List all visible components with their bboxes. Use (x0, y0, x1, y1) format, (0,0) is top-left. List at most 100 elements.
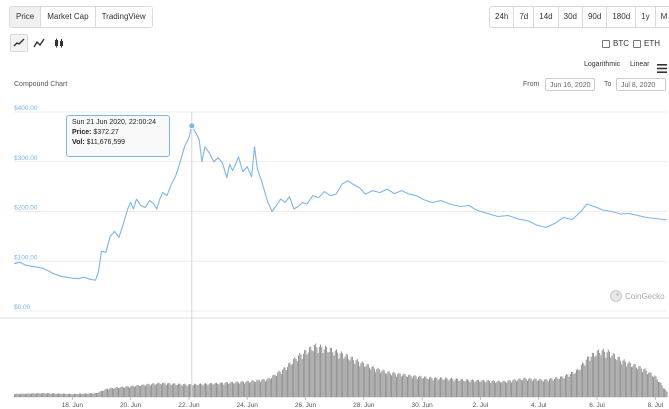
volume-bar (170, 385, 172, 397)
volume-bar (535, 378, 537, 397)
x-tick-label: 20. Jun (120, 402, 142, 409)
volume-bar (631, 366, 632, 397)
volume-bar (588, 356, 590, 397)
area-chart-button[interactable] (30, 34, 48, 52)
volume-bar (410, 376, 412, 397)
volume-bar (571, 371, 572, 397)
volume-bar (404, 374, 406, 397)
range-90d[interactable]: 90d (583, 7, 608, 27)
range-7d[interactable]: 7d (514, 7, 535, 27)
tab-price[interactable]: Price (10, 7, 42, 27)
volume-bar (626, 366, 628, 397)
volume-bar (45, 393, 47, 397)
volume-bar (367, 364, 369, 397)
x-tick-label: 24. Jun (237, 402, 259, 409)
volume-bar (124, 387, 126, 397)
volume-bar (130, 386, 132, 397)
volume-bar (449, 378, 451, 397)
volume-bar (392, 372, 394, 397)
volume-bar (402, 375, 404, 397)
logarithmic-scale-button[interactable]: Logarithmic (584, 61, 621, 68)
volume-bar (594, 356, 596, 397)
volume-bar (560, 376, 561, 397)
volume-bar (241, 381, 243, 397)
volume-bar (612, 352, 614, 397)
candlestick-icon (55, 38, 63, 48)
volume-bar (216, 382, 217, 397)
volume-bar (304, 349, 306, 397)
volume-bar (651, 376, 653, 397)
volume-bar (225, 381, 227, 397)
volume-bar (168, 382, 170, 397)
volume-bar (96, 392, 97, 397)
volume-bar (71, 394, 73, 397)
range-30d[interactable]: 30d (559, 7, 583, 27)
volume-bar (517, 380, 519, 397)
volume-bar (181, 385, 183, 397)
volume-bar (311, 350, 313, 397)
volume-bar (478, 380, 479, 397)
chart-menu-button[interactable] (657, 60, 667, 78)
volume-bar (441, 377, 443, 397)
range-1y[interactable]: 1y (636, 7, 656, 27)
volume-bar (653, 376, 655, 397)
volume-bar (339, 353, 341, 397)
volume-bar (125, 386, 127, 397)
date-to-input[interactable]: Jul 8, 2020 (616, 78, 666, 91)
volume-bar (605, 357, 607, 397)
range-180d[interactable]: 180d (607, 7, 637, 27)
candlestick-chart-button[interactable] (50, 34, 68, 52)
volume-bar (380, 372, 381, 397)
volume-bar (236, 381, 238, 397)
tab-tradingview[interactable]: TradingView (95, 7, 152, 27)
volume-bar (411, 378, 413, 397)
volume-bar (602, 348, 604, 397)
date-from-input[interactable]: Jun 16, 2020 (545, 78, 595, 91)
volume-bar (40, 393, 42, 397)
linear-scale-button[interactable]: Linear (630, 61, 650, 68)
volume-bar (416, 378, 418, 397)
volume-bar (313, 344, 315, 397)
volume-bar (118, 388, 119, 397)
volume-bar (85, 393, 86, 397)
volume-bar (444, 377, 446, 397)
volume-bar (453, 381, 455, 397)
volume-bar (604, 351, 606, 397)
date-to-label: To (604, 81, 612, 88)
volume-bar (138, 385, 140, 397)
volume-bar (278, 370, 280, 397)
range-14d[interactable]: 14d (534, 7, 559, 27)
volume-bar (279, 371, 281, 397)
volume-bar (268, 377, 270, 397)
volume-bar (490, 383, 492, 397)
volume-bar (473, 380, 475, 397)
volume-bar (545, 378, 547, 397)
checkbox-box (602, 39, 610, 48)
compare-btc-checkbox[interactable]: BTC (602, 39, 629, 48)
volume-bar (91, 393, 93, 397)
volume-bar (366, 363, 368, 397)
range-max[interactable]: M (660, 12, 668, 21)
volume-bar (59, 393, 61, 397)
volume-bar (244, 383, 246, 397)
hamburger-icon (657, 64, 667, 73)
volume-bar (276, 375, 277, 397)
volume-bar (273, 374, 275, 397)
volume-bar (110, 387, 112, 397)
range-24h[interactable]: 24h (490, 7, 515, 27)
volume-bar (186, 386, 188, 397)
volume-bar (421, 378, 423, 397)
volume-bar (474, 382, 476, 397)
volume-bar (171, 384, 173, 397)
volume-bar (498, 380, 500, 397)
volume-bar (555, 377, 557, 397)
volume-bar (72, 393, 74, 397)
volume-bar (609, 351, 610, 397)
volume-bar (115, 387, 117, 397)
volume-bar (302, 353, 304, 397)
tab-market-cap[interactable]: Market Cap (41, 7, 96, 27)
compare-eth-checkbox[interactable]: ETH (633, 39, 660, 48)
volume-bar (291, 363, 293, 397)
line-chart-button[interactable] (10, 34, 28, 52)
volume-bar (76, 394, 78, 397)
